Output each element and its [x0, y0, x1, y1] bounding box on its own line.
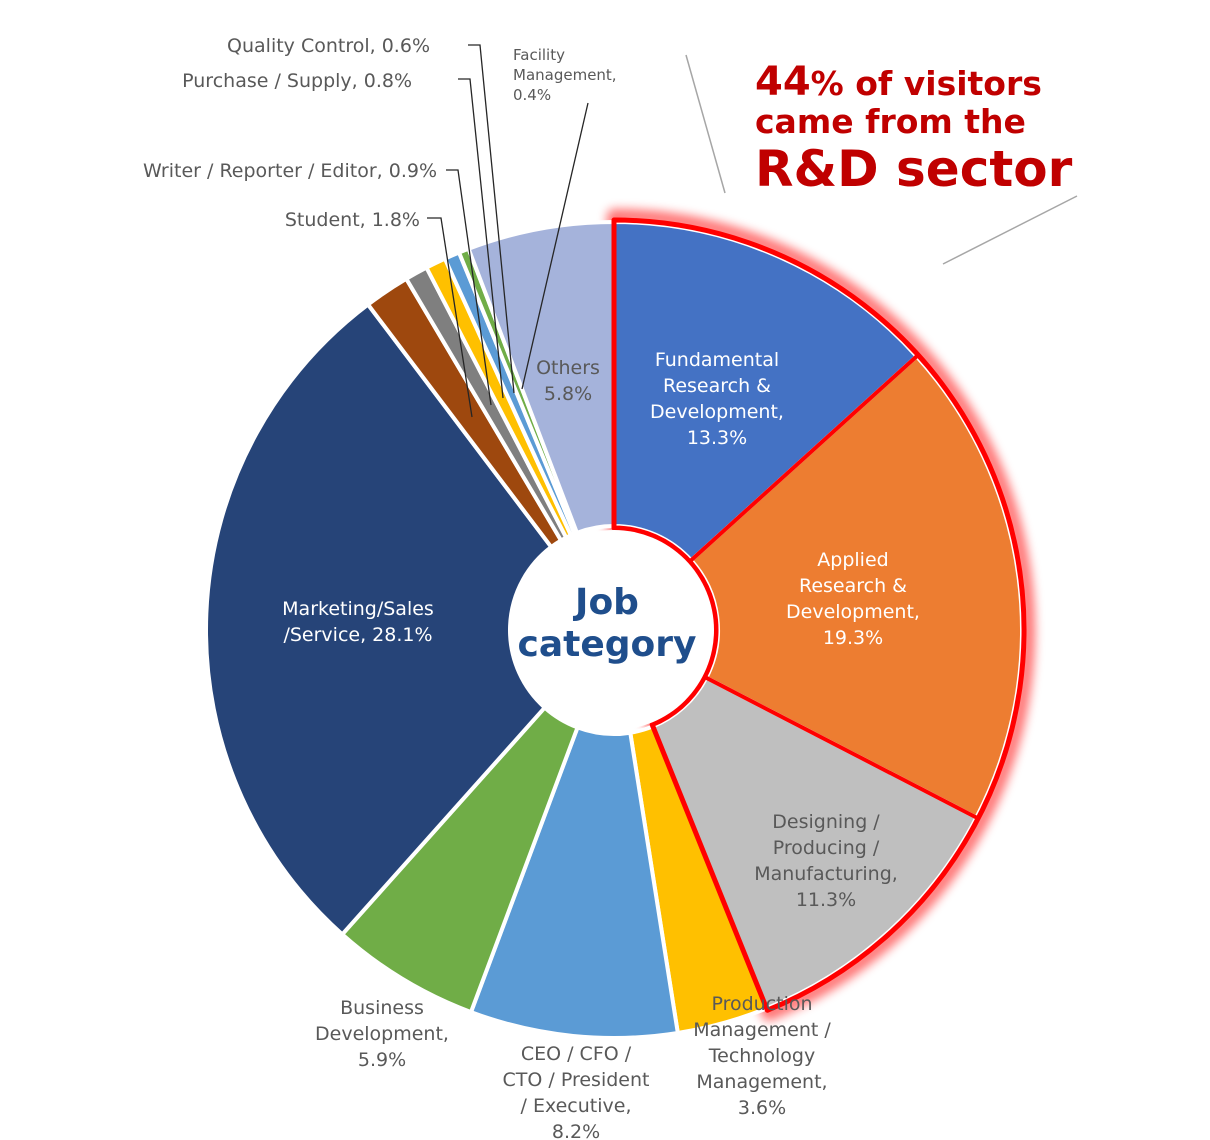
slices-group — [204, 220, 1024, 1041]
slice-marketing-sales-service — [204, 302, 554, 937]
slice-label-line: Production — [711, 993, 812, 1015]
slice-label-line: 8.2% — [552, 1121, 600, 1140]
slice-label-line: 3.6% — [738, 1097, 786, 1119]
highlight-divider — [705, 676, 978, 820]
slice-label-facility-management: Facility Management, 0.4% — [513, 46, 617, 104]
headline: 44% of visitors came from the R&D sector — [755, 59, 1073, 198]
slice-label-line: CEO / CFO / — [521, 1043, 632, 1065]
slice-label-line: Technology — [708, 1045, 815, 1067]
slice-label-applied-research-development: Applied Research & Development, 19.3% — [786, 549, 920, 649]
slice-label-line: Development, — [315, 1023, 449, 1045]
slice-label-quality-control: Quality Control, 0.6% — [227, 35, 430, 57]
leader-line-writer-reporter-editor — [446, 169, 492, 406]
slice-label-student: Student, 1.8% — [285, 209, 420, 231]
slice-label-line: Research & — [799, 575, 907, 597]
headline-line-2: came from the — [755, 102, 1026, 141]
slice-ceo-cfo-cto-president-executive — [468, 725, 680, 1041]
slice-label-line: Research & — [663, 375, 771, 397]
slice-label-line: 0.4% — [513, 86, 551, 104]
slice-label-fundamental-research-development: Fundamental Research & Development, 13.3% — [650, 349, 784, 449]
headline-line-1: % of visitors — [811, 64, 1042, 103]
headline-bracket-left — [685, 54, 726, 194]
slice-label-line: Development, — [650, 401, 784, 423]
slice-label-line: Producing / — [773, 837, 880, 859]
slice-label-marketing-sales-service: Marketing/Sales/Service, 28.1% — [282, 598, 434, 646]
slice-label-line: Management, — [513, 66, 617, 84]
slice-label-line: 5.8% — [544, 383, 592, 405]
leader-line-quality-control — [468, 44, 515, 394]
slice-label-line: Student, 1.8% — [285, 209, 420, 231]
slice-label-others: Others 5.8% — [536, 357, 600, 405]
slice-label-line: Fundamental — [655, 349, 779, 371]
slice-label-line: Management / — [693, 1019, 831, 1041]
slice-label-line: 5.9% — [358, 1049, 406, 1071]
slice-label-line: Designing / — [772, 811, 880, 833]
headline-line-3: R&D sector — [755, 140, 1073, 198]
slice-label-line: 13.3% — [687, 427, 747, 449]
slice-label-line: Facility — [513, 46, 565, 64]
slice-label-designing-producing-manufacturing: Designing / Producing / Manufacturing, 11.3… — [754, 811, 898, 911]
slice-label-business-development: Business Development, 5.9% — [315, 997, 449, 1071]
slice-label-line: Purchase / Supply, 0.8% — [182, 70, 412, 92]
slice-label-line: Writer / Reporter / Editor, 0.9% — [143, 160, 437, 182]
leader-line-purchase-supply — [458, 78, 504, 399]
highlight-outline — [611, 217, 1027, 1013]
center-label-line-1: Job — [572, 582, 639, 623]
slice-label-line: Applied — [817, 549, 888, 571]
slice-label-line: Business — [340, 997, 424, 1019]
slice-label-line: Manufacturing, — [754, 863, 898, 885]
slice-label-line: Management, — [696, 1071, 827, 1093]
slice-label-line: /Service, 28.1% — [283, 624, 432, 646]
slice-label-line: 11.3% — [796, 889, 856, 911]
slice-label-line: Development, — [786, 601, 920, 623]
center-hole — [514, 530, 714, 730]
slice-label-production-management-technology-management: Production Management / Technology Manageme… — [693, 993, 831, 1119]
leader-line-facility-management — [521, 102, 589, 390]
center-label-line-2: category — [518, 624, 697, 665]
leader-lines-group — [427, 44, 1027, 1013]
headline-percent: 44 — [755, 59, 811, 105]
slice-label-line: Others — [536, 357, 600, 379]
slice-label-line: CTO / President — [503, 1069, 650, 1091]
slice-label-ceo-cfo-cto-president-executive: CEO / CFO / CTO / President / Executive, 8.… — [503, 1043, 650, 1140]
svg-text:44% of visitors: 44% of visitors — [755, 59, 1042, 105]
headline-bracket-right — [942, 195, 1078, 265]
slice-label-line: Quality Control, 0.6% — [227, 35, 430, 57]
slice-label-line: 19.3% — [823, 627, 883, 649]
labels-group: Fundamental Research & Development, 13.3% Ap… — [143, 35, 920, 1140]
slice-label-writer-reporter-editor: Writer / Reporter / Editor, 0.9% — [143, 160, 437, 182]
leader-line-student — [427, 217, 473, 418]
slice-label-line: Marketing/Sales — [282, 598, 434, 620]
highlight-divider — [689, 354, 918, 562]
slice-label-line: / Executive, — [521, 1095, 632, 1117]
slice-label-purchase-supply: Purchase / Supply, 0.8% — [182, 70, 412, 92]
